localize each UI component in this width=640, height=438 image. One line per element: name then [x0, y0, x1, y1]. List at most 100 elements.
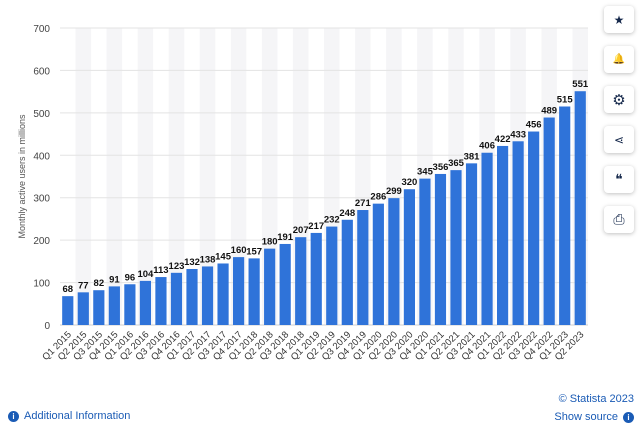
- show-source-link[interactable]: Show source i: [554, 411, 634, 423]
- data-label: 356: [433, 162, 449, 173]
- bar: [512, 141, 524, 325]
- y-axis-label: Monthly active users in millions: [17, 114, 27, 239]
- data-label: 345: [417, 167, 434, 178]
- data-label: 286: [370, 192, 386, 203]
- cite-button[interactable]: ❝: [604, 166, 634, 193]
- data-label: 157: [246, 246, 262, 257]
- y-tick-label: 700: [33, 24, 50, 35]
- bar: [295, 237, 307, 325]
- data-label: 145: [215, 251, 232, 262]
- bar: [310, 232, 322, 325]
- bar: [388, 198, 400, 325]
- data-label: 422: [495, 134, 511, 145]
- column-band: [75, 28, 92, 325]
- data-label: 160: [231, 245, 247, 256]
- bar: [77, 292, 89, 325]
- data-label: 82: [94, 278, 105, 289]
- bar: [434, 173, 447, 325]
- print-icon: ⎙: [613, 211, 625, 227]
- bar: [170, 272, 183, 325]
- data-label: 113: [153, 265, 168, 276]
- data-label: 489: [541, 106, 557, 117]
- info-icon: i: [8, 410, 19, 422]
- bar: [155, 277, 167, 325]
- favorite-button[interactable]: ★: [604, 6, 634, 33]
- data-label: 138: [200, 254, 216, 265]
- additional-information-label: Additional Information: [24, 410, 131, 422]
- column-band: [106, 28, 123, 325]
- settings-button[interactable]: ⚙: [604, 86, 634, 113]
- star-icon: ★: [613, 12, 625, 27]
- bar: [543, 117, 555, 325]
- data-label: 104: [137, 269, 154, 280]
- data-label: 271: [355, 198, 372, 209]
- data-label: 433: [510, 129, 526, 140]
- data-label: 180: [262, 237, 278, 248]
- bar: [186, 268, 198, 325]
- copyright-link[interactable]: © Statista 2023: [558, 393, 634, 405]
- show-source-label: Show source: [554, 411, 618, 423]
- data-label: 91: [109, 274, 120, 285]
- y-tick-label: 200: [33, 236, 50, 247]
- bar: [217, 263, 229, 325]
- bar: [62, 296, 74, 325]
- data-label: 320: [401, 177, 417, 188]
- print-button[interactable]: ⎙: [604, 206, 634, 233]
- column-band: [168, 28, 185, 325]
- data-label: 132: [184, 257, 200, 268]
- bar: [559, 106, 571, 325]
- data-label: 456: [526, 120, 542, 131]
- data-label: 96: [125, 272, 136, 283]
- bar: [232, 257, 245, 325]
- gear-icon: ⚙: [612, 91, 626, 109]
- share-button[interactable]: ⋖: [604, 126, 634, 153]
- notification-button[interactable]: 🔔: [604, 46, 634, 73]
- bar: [357, 210, 369, 325]
- data-label: 515: [557, 94, 574, 105]
- bar: [93, 290, 105, 325]
- quote-icon: ❝: [615, 171, 623, 187]
- bell-icon: 🔔: [612, 54, 626, 65]
- bar: [201, 266, 214, 325]
- bar: [574, 91, 586, 326]
- data-label: 232: [324, 215, 340, 226]
- bar-chart: 0 100 200 300 400 500 600 700 Monthly active use…: [17, 24, 589, 363]
- share-icon: ⋖: [613, 132, 625, 147]
- data-label: 68: [62, 284, 73, 295]
- data-label: 406: [479, 141, 495, 152]
- data-label: 381: [464, 151, 481, 162]
- bar: [264, 248, 276, 325]
- data-label: 217: [308, 221, 324, 232]
- y-tick-label: 100: [33, 279, 50, 290]
- bar: [372, 203, 384, 325]
- bar: [139, 280, 152, 325]
- bar: [481, 152, 493, 325]
- y-tick-label: 400: [33, 151, 50, 162]
- data-label: 207: [293, 225, 309, 236]
- info-icon: i: [623, 411, 634, 423]
- data-label: 248: [339, 208, 355, 219]
- data-label: 299: [386, 186, 402, 197]
- data-label: 551: [572, 79, 589, 90]
- data-label: 191: [277, 232, 294, 243]
- column-band: [199, 28, 216, 325]
- bar: [326, 226, 338, 325]
- data-label: 77: [78, 280, 89, 291]
- bar: [496, 145, 509, 325]
- sidebar-toolbar: ★ 🔔 ⚙ ⋖ ❝ ⎙: [598, 0, 640, 246]
- chart-canvas: 0 100 200 300 400 500 600 700 Monthly active use…: [17, 24, 589, 363]
- data-label: 123: [169, 261, 185, 272]
- y-tick-label: 300: [33, 194, 50, 205]
- bar: [108, 286, 120, 325]
- bar: [528, 131, 540, 325]
- column-band: [137, 28, 154, 325]
- bar: [248, 258, 260, 325]
- additional-information-link[interactable]: i Additional Information: [8, 410, 130, 422]
- data-label: 365: [448, 158, 465, 169]
- y-tick-label: 0: [44, 321, 50, 332]
- bar: [279, 243, 291, 325]
- bar: [403, 189, 416, 325]
- bar: [341, 219, 353, 325]
- column-band: [230, 28, 247, 325]
- bar: [450, 170, 462, 325]
